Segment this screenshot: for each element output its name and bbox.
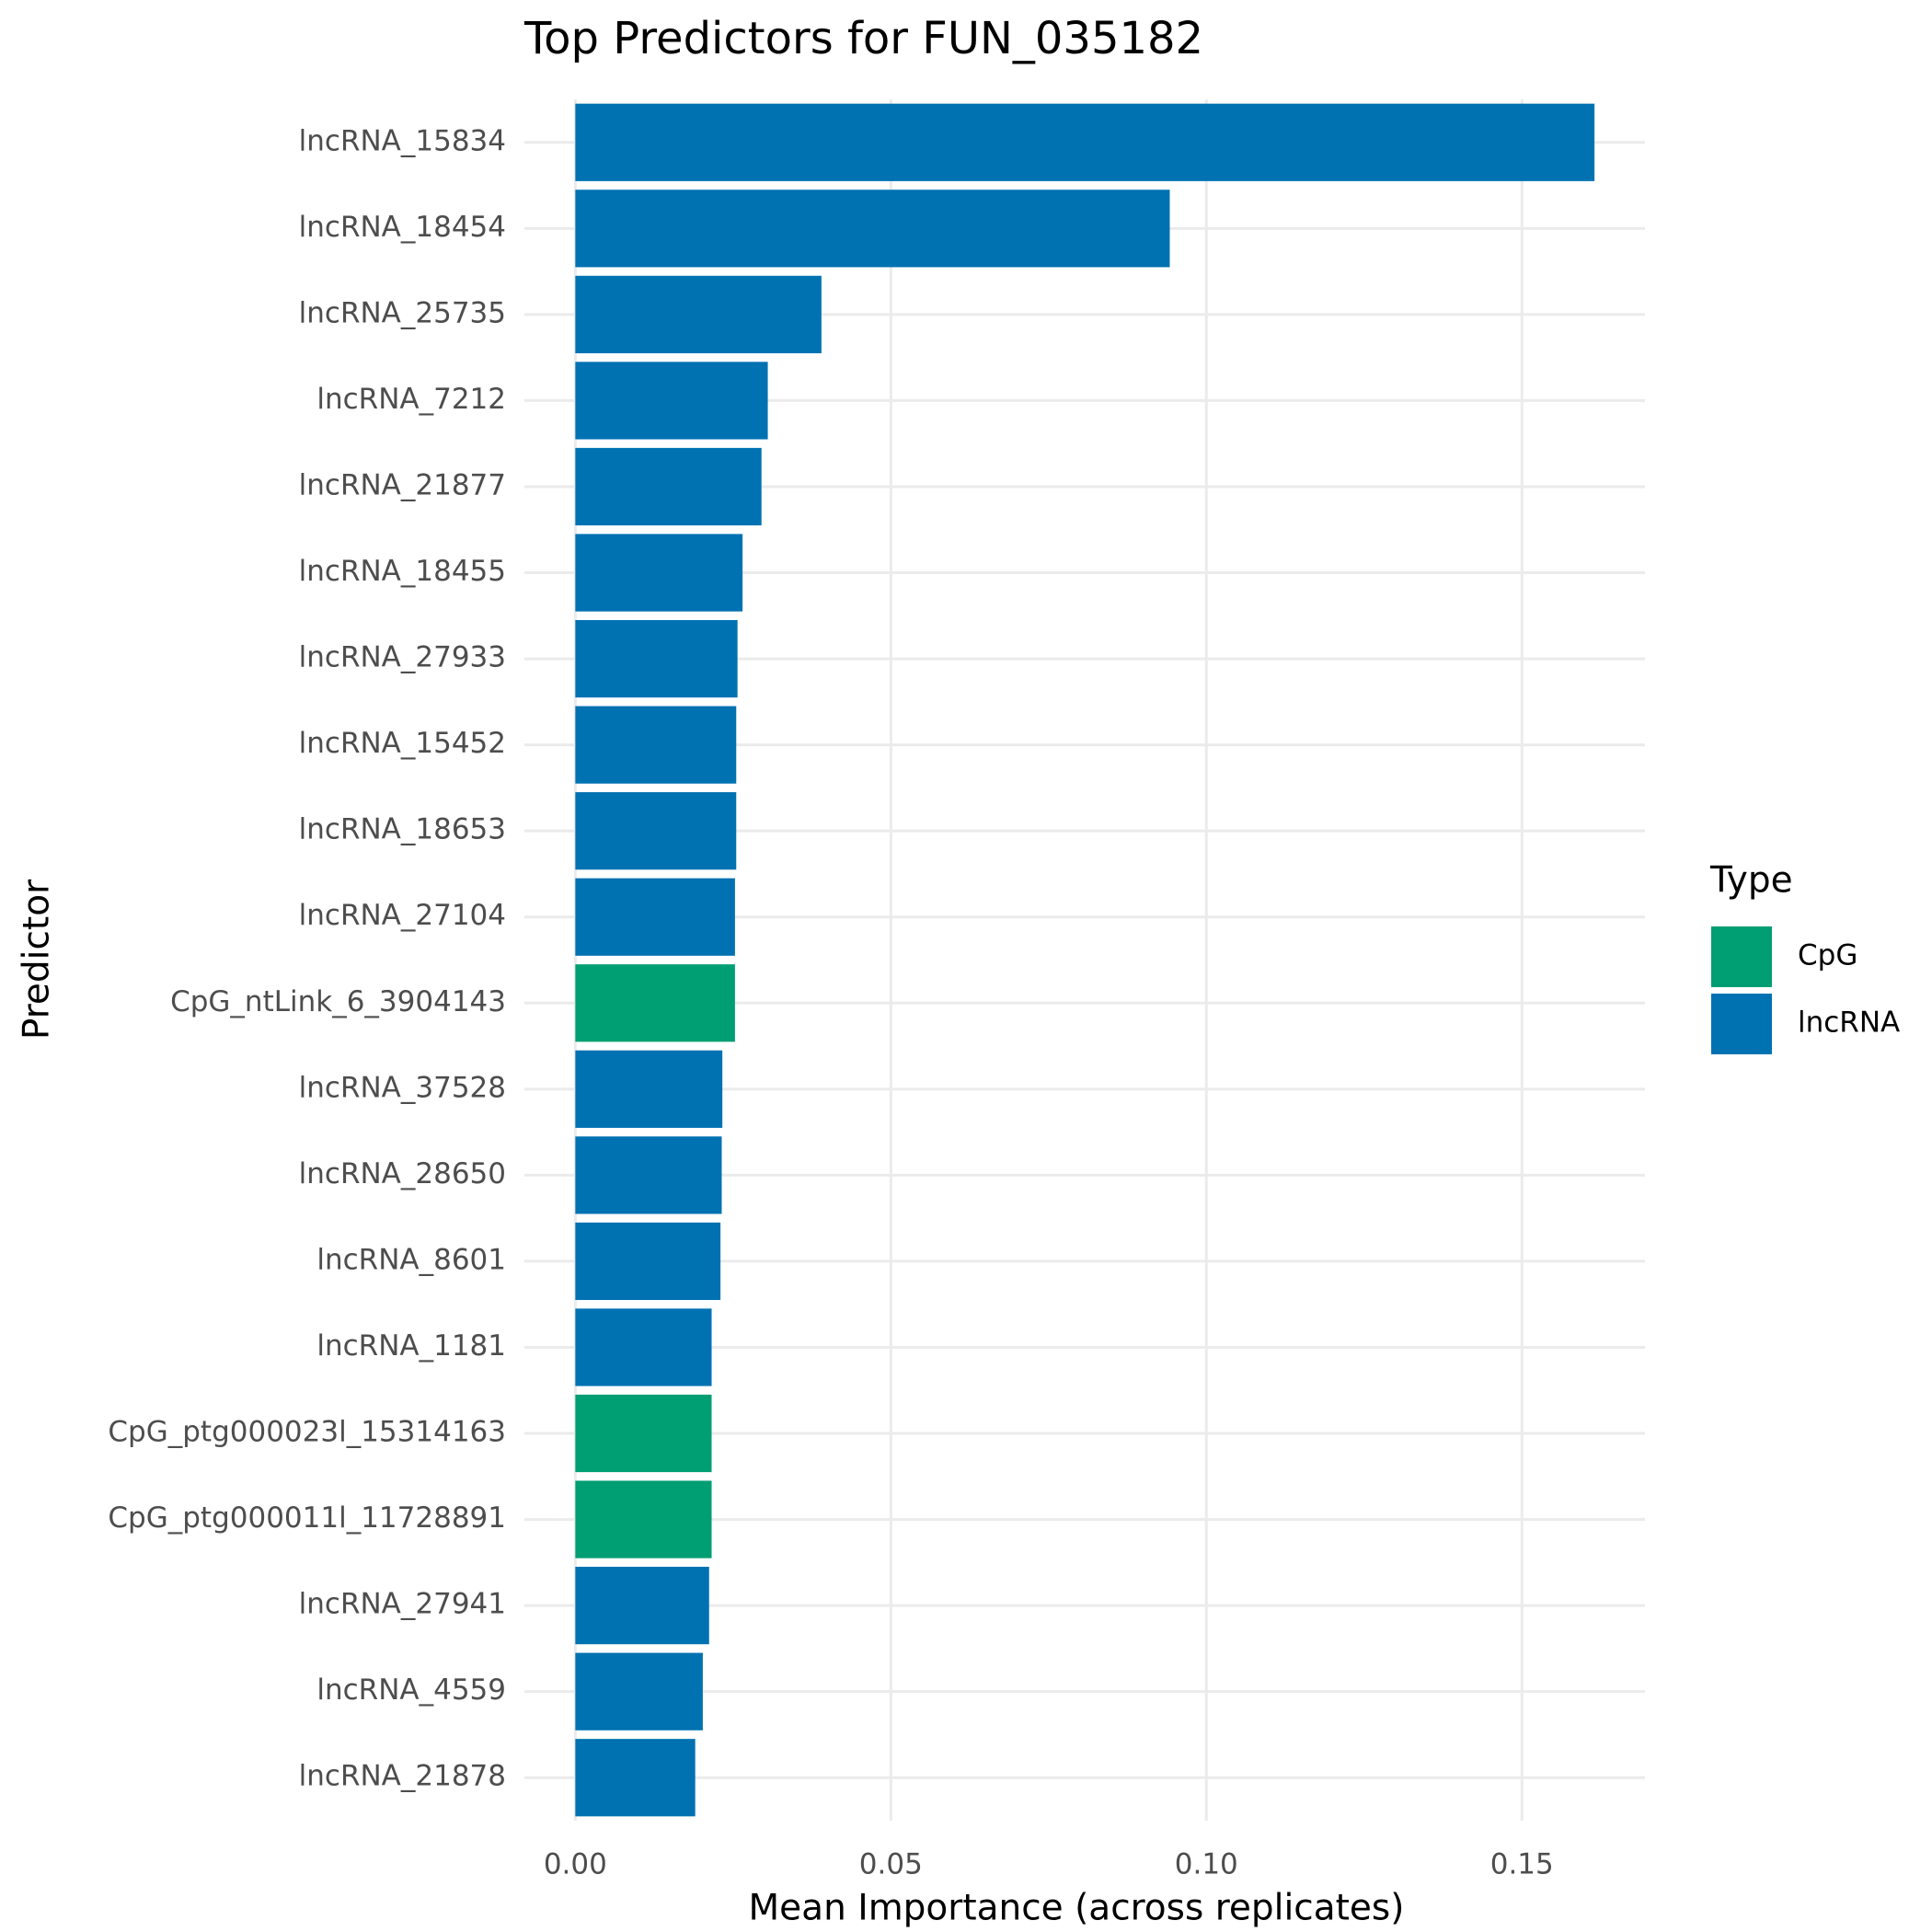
legend-label: lncRNA	[1798, 1006, 1900, 1040]
y-tick-label: lncRNA_1181	[316, 1329, 506, 1363]
y-axis-title: Predictor	[17, 879, 58, 1040]
bar	[575, 706, 737, 784]
legend-key	[1711, 994, 1772, 1054]
x-tick-label: 0.10	[1175, 1848, 1238, 1881]
bar	[575, 878, 735, 956]
x-axis-title: Mean Importance (across replicates)	[749, 1888, 1405, 1929]
x-tick-label: 0.05	[859, 1848, 923, 1881]
y-tick-label: lncRNA_21877	[299, 468, 506, 501]
bar	[575, 447, 762, 526]
bar	[575, 1567, 709, 1645]
bar	[575, 1739, 696, 1817]
bar	[575, 619, 738, 698]
y-tick-label: lncRNA_27933	[299, 641, 506, 674]
bar	[575, 1136, 722, 1214]
y-tick-label: lncRNA_8601	[316, 1243, 506, 1276]
bar	[575, 1394, 712, 1473]
x-tick-label: 0.00	[544, 1848, 607, 1881]
bar	[575, 190, 1170, 268]
y-tick-label: lncRNA_25735	[299, 296, 506, 329]
bar	[575, 1652, 703, 1731]
legend-key	[1711, 926, 1772, 987]
y-tick-label: lncRNA_21878	[299, 1760, 506, 1793]
y-tick-label: lncRNA_27104	[299, 899, 506, 932]
bar	[575, 103, 1595, 181]
bar	[575, 362, 768, 440]
y-tick-label: lncRNA_7212	[316, 383, 506, 416]
x-tick-label: 0.15	[1490, 1848, 1554, 1881]
y-tick-label: CpG_ptg000011l_11728891	[108, 1501, 506, 1535]
bar	[575, 534, 743, 612]
y-tick-label: lncRNA_15834	[299, 124, 506, 157]
y-tick-label: lncRNA_27941	[299, 1588, 506, 1621]
bar	[575, 1480, 712, 1558]
y-tick-label: lncRNA_18455	[299, 555, 506, 588]
legend-title: Type	[1709, 860, 1793, 902]
y-tick-label: CpG_ntLink_6_3904143	[170, 985, 506, 1018]
y-tick-label: lncRNA_4559	[316, 1673, 506, 1707]
bar	[575, 792, 737, 870]
bar	[575, 1222, 721, 1301]
y-tick-label: lncRNA_37528	[299, 1071, 506, 1104]
bar	[575, 1050, 723, 1128]
y-tick-label: lncRNA_18653	[299, 813, 506, 846]
y-tick-label: lncRNA_15452	[299, 727, 506, 760]
y-tick-label: lncRNA_18454	[299, 211, 506, 244]
legend-label: CpG	[1798, 939, 1857, 972]
bar	[575, 1308, 712, 1386]
bar	[575, 964, 735, 1042]
y-tick-label: CpG_ptg000023l_15314163	[108, 1416, 506, 1449]
y-tick-label: lncRNA_28650	[299, 1157, 506, 1190]
bar	[575, 275, 822, 353]
chart-title: Top Predictors for FUN_035182	[523, 13, 1203, 64]
